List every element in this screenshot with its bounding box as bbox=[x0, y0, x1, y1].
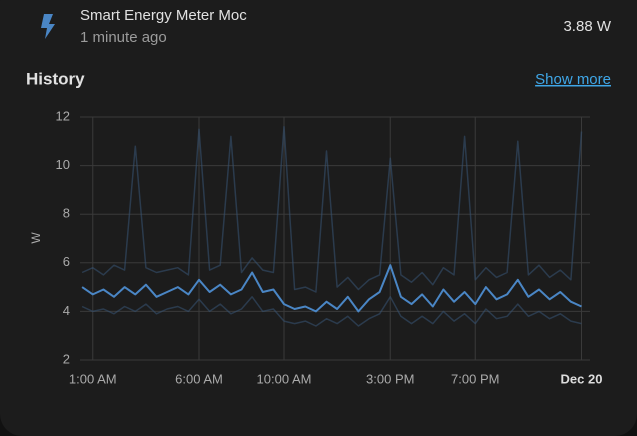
x-tick-label: 1:00 AM bbox=[69, 371, 117, 386]
y-tick-label: 2 bbox=[63, 351, 70, 366]
range-line bbox=[81, 296, 582, 327]
y-tick-label: 12 bbox=[56, 108, 70, 123]
entity-name: Smart Energy Meter Moc bbox=[80, 7, 247, 24]
y-tick-label: 10 bbox=[56, 157, 70, 172]
range-line bbox=[81, 125, 583, 293]
x-tick-label: 3:00 PM bbox=[366, 371, 414, 386]
x-tick-label: Dec 20 bbox=[561, 371, 603, 386]
y-tick-label: 4 bbox=[63, 303, 70, 318]
x-tick-label: 7:00 PM bbox=[451, 371, 499, 386]
y-tick-label: 8 bbox=[63, 206, 70, 221]
y-tick-label: 6 bbox=[63, 254, 70, 269]
last-changed: 1 minute ago bbox=[80, 29, 167, 46]
entity-state: 3.88 W bbox=[563, 18, 611, 35]
x-tick-label: 10:00 AM bbox=[257, 371, 312, 386]
history-title: History bbox=[26, 69, 85, 88]
chart: 2 4 6 8 10 12 1:00 AM 6:00 AM 10:00 AM 3:00 PM 7:0… bbox=[56, 108, 603, 386]
x-tick-label: 6:00 AM bbox=[175, 371, 223, 386]
entity-icon bbox=[41, 14, 55, 39]
y-axis-label: W bbox=[29, 232, 43, 244]
show-more-link[interactable]: Show more bbox=[535, 71, 611, 88]
series-line bbox=[81, 264, 582, 313]
